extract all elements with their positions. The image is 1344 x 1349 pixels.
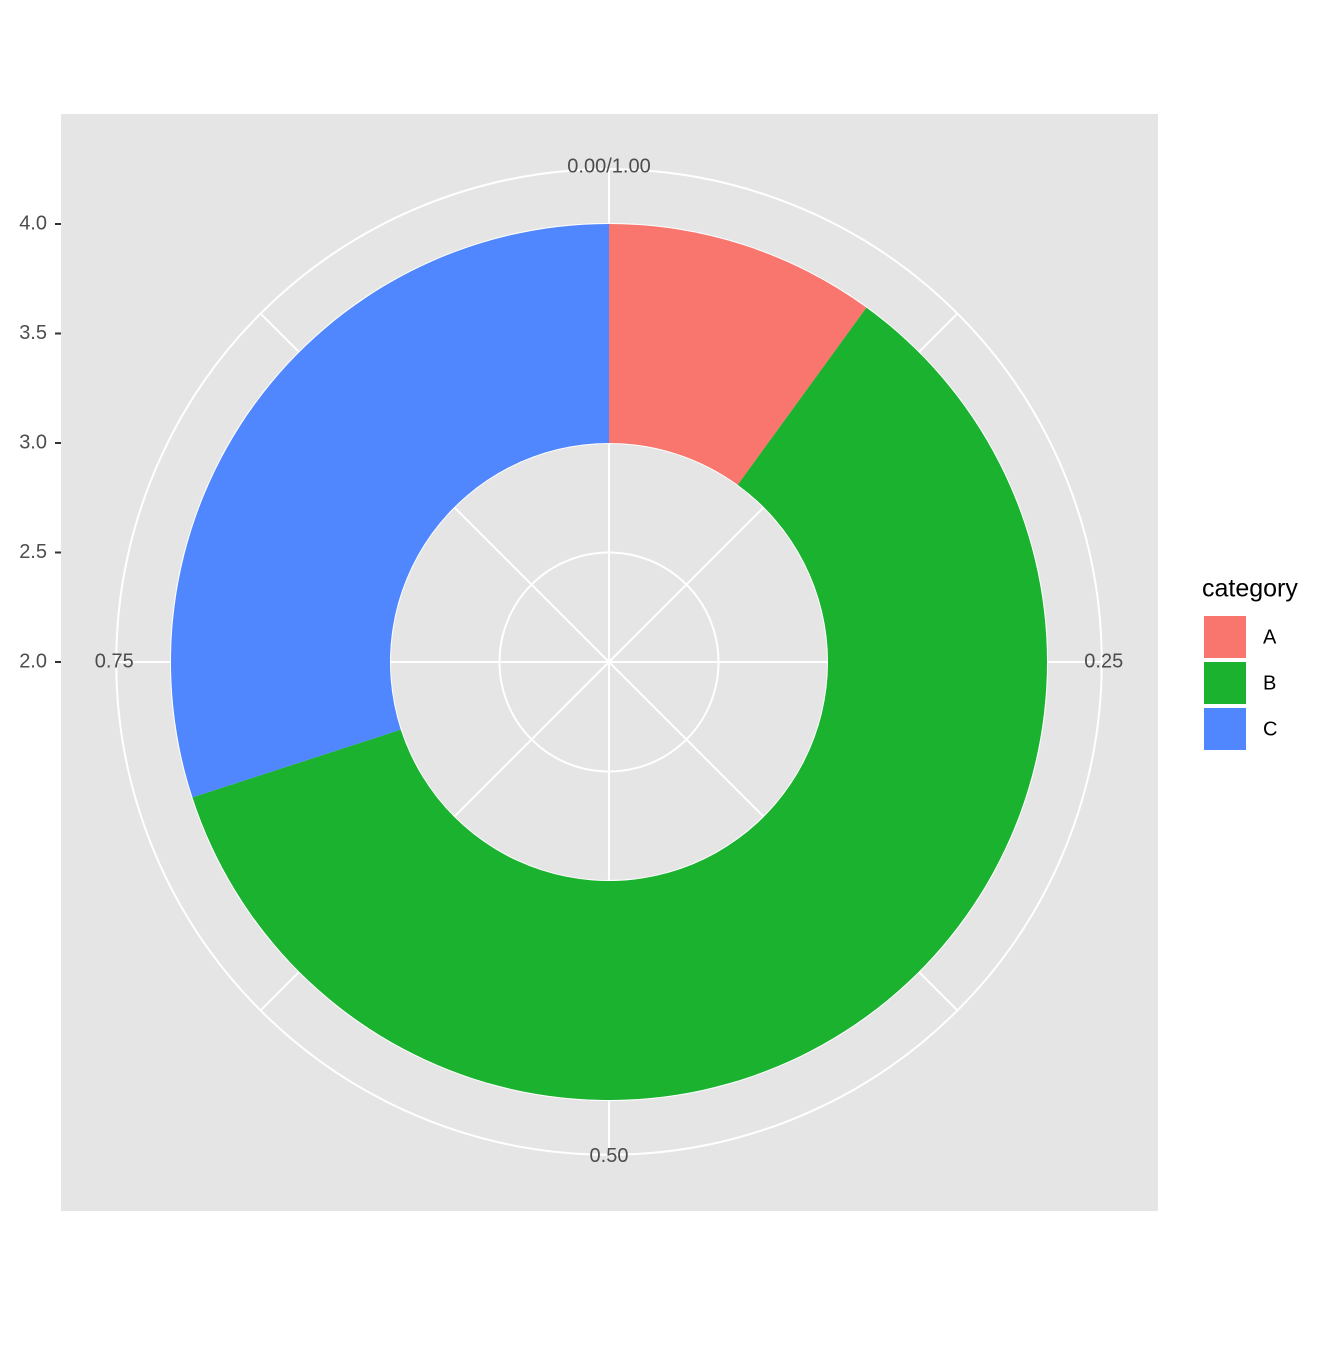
y-tick-label: 4.0 bbox=[19, 212, 47, 234]
y-tick-label: 2.5 bbox=[19, 541, 47, 563]
legend-label: A bbox=[1263, 626, 1277, 648]
wedge bbox=[192, 307, 1048, 1101]
x-tick-label: 0.75 bbox=[95, 650, 134, 672]
y-tick-label: 3.5 bbox=[19, 322, 47, 344]
x-tick-label: 0.50 bbox=[590, 1145, 629, 1167]
legend-label: B bbox=[1263, 672, 1276, 694]
legend-key bbox=[1204, 616, 1246, 658]
legend-key bbox=[1204, 662, 1246, 704]
wedge bbox=[170, 224, 609, 798]
wedge bbox=[609, 224, 867, 485]
x-tick-label: 0.25 bbox=[1084, 650, 1123, 672]
x-tick-label: 0.00/1.00 bbox=[567, 156, 650, 178]
grid-circle bbox=[498, 551, 720, 773]
legend-label: C bbox=[1263, 718, 1277, 740]
y-tick-label: 3.0 bbox=[19, 431, 47, 453]
legend-title: category bbox=[1202, 575, 1298, 603]
outer-circle bbox=[115, 168, 1103, 1156]
y-tick-label: 2.0 bbox=[19, 650, 47, 672]
legend-key bbox=[1204, 708, 1246, 750]
